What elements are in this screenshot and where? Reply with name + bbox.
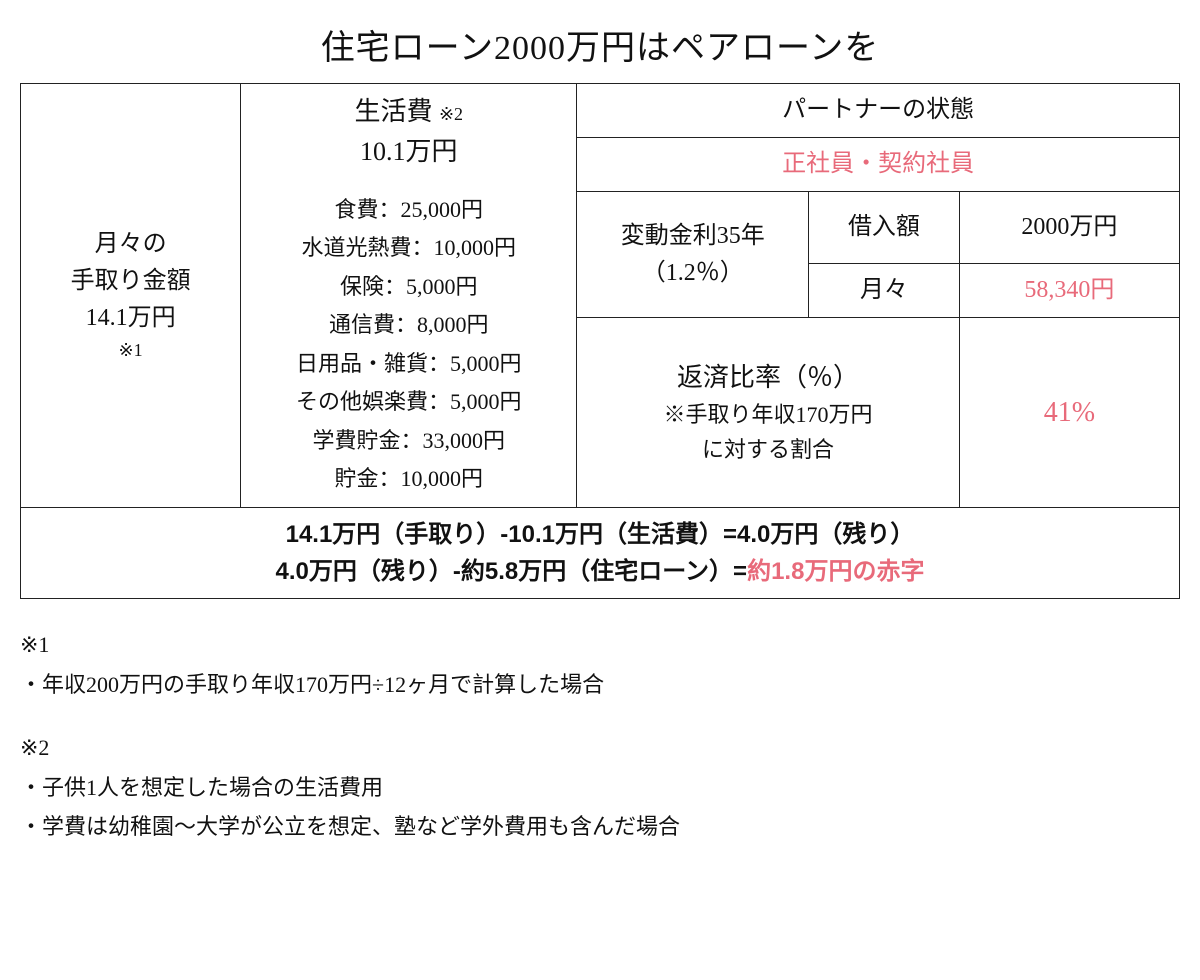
expense-item: その他娯楽費：5,000円 [247,383,570,422]
loan-monthly-label: 月々 [809,263,960,317]
page-title: 住宅ローン2000万円はペアローンを [20,20,1180,69]
footnote-2-line1: ・子供1人を想定した場合の生活費用 [20,768,1180,808]
ratio-title: 返済比率（％） [583,358,952,398]
loan-amount-label: 借入額 [809,192,960,264]
summary-line1: 14.1万円（手取り）-10.1万円（生活費）=4.0万円（残り） [27,516,1173,553]
footnote-1-text: ・年収200万円の手取り年収170万円÷12ヶ月で計算した場合 [20,665,1180,705]
summary-line2a: 4.0万円（残り）-約5.8万円（住宅ローン）= [276,558,748,585]
rate-cell: 変動金利35年 （1.2％） [577,192,809,318]
page: 住宅ローン2000万円はペアローンを 月々の 手取り金額 14.1万円 ※1 生… [0,0,1200,891]
income-amount: 14.1万円 [27,300,234,337]
expense-item: 食費：25,000円 [247,191,570,230]
income-note-mark: ※1 [27,337,234,365]
expense-item: 水道光熱費：10,000円 [247,229,570,268]
expense-item: 日用品・雑貨：5,000円 [247,345,570,384]
income-cell: 月々の 手取り金額 14.1万円 ※1 [21,84,241,508]
ratio-sub2: に対する割合 [583,433,952,467]
loan-amount-value: 2000万円 [959,192,1179,264]
ratio-sub1: ※手取り年収170万円 [583,398,952,432]
expense-cell: 生活費 ※2 10.1万円 食費：25,000円 水道光熱費：10,000円 保… [241,84,577,508]
ratio-value: 41% [959,318,1179,507]
expense-amount: 10.1万円 [247,132,570,172]
ratio-label-cell: 返済比率（％） ※手取り年収170万円 に対する割合 [577,318,959,507]
expense-item: 貯金：10,000円 [247,460,570,499]
rate-line1: 変動金利35年 [583,218,802,255]
expense-item: 保険：5,000円 [247,268,570,307]
loan-monthly-value: 58,340円 [959,263,1179,317]
rate-line2: （1.2％） [583,255,802,292]
expense-item: 学費貯金：33,000円 [247,422,570,461]
footnote-1-mark: ※1 [20,625,1180,665]
partner-header: パートナーの状態 [577,84,1180,138]
summary-cell: 14.1万円（手取り）-10.1万円（生活費）=4.0万円（残り） 4.0万円（… [21,507,1180,598]
expense-item: 通信費：8,000円 [247,306,570,345]
income-line2: 手取り金額 [27,263,234,300]
summary-line2b: 約1.8万円の赤字 [747,558,924,585]
footnotes: ※1 ・年収200万円の手取り年収170万円÷12ヶ月で計算した場合 ※2 ・子… [20,625,1180,847]
summary-line2: 4.0万円（残り）-約5.8万円（住宅ローン）=約1.8万円の赤字 [27,553,1173,590]
footnote-2-line2: ・学費は幼稚園～大学が公立を想定、塾など学外費用も含んだ場合 [20,807,1180,847]
income-line1: 月々の [27,226,234,263]
loan-table: 月々の 手取り金額 14.1万円 ※1 生活費 ※2 10.1万円 食費：25,… [20,83,1180,599]
footnote-1: ※1 ・年収200万円の手取り年収170万円÷12ヶ月で計算した場合 [20,625,1180,704]
footnote-2: ※2 ・子供1人を想定した場合の生活費用 ・学費は幼稚園～大学が公立を想定、塾な… [20,728,1180,847]
expense-items: 食費：25,000円 水道光熱費：10,000円 保険：5,000円 通信費：8… [247,191,570,499]
footnote-2-mark: ※2 [20,728,1180,768]
partner-status-value: 正社員・契約社員 [577,138,1180,192]
expense-header-label: 生活費 [354,97,432,126]
expense-note-mark: ※2 [439,104,463,124]
